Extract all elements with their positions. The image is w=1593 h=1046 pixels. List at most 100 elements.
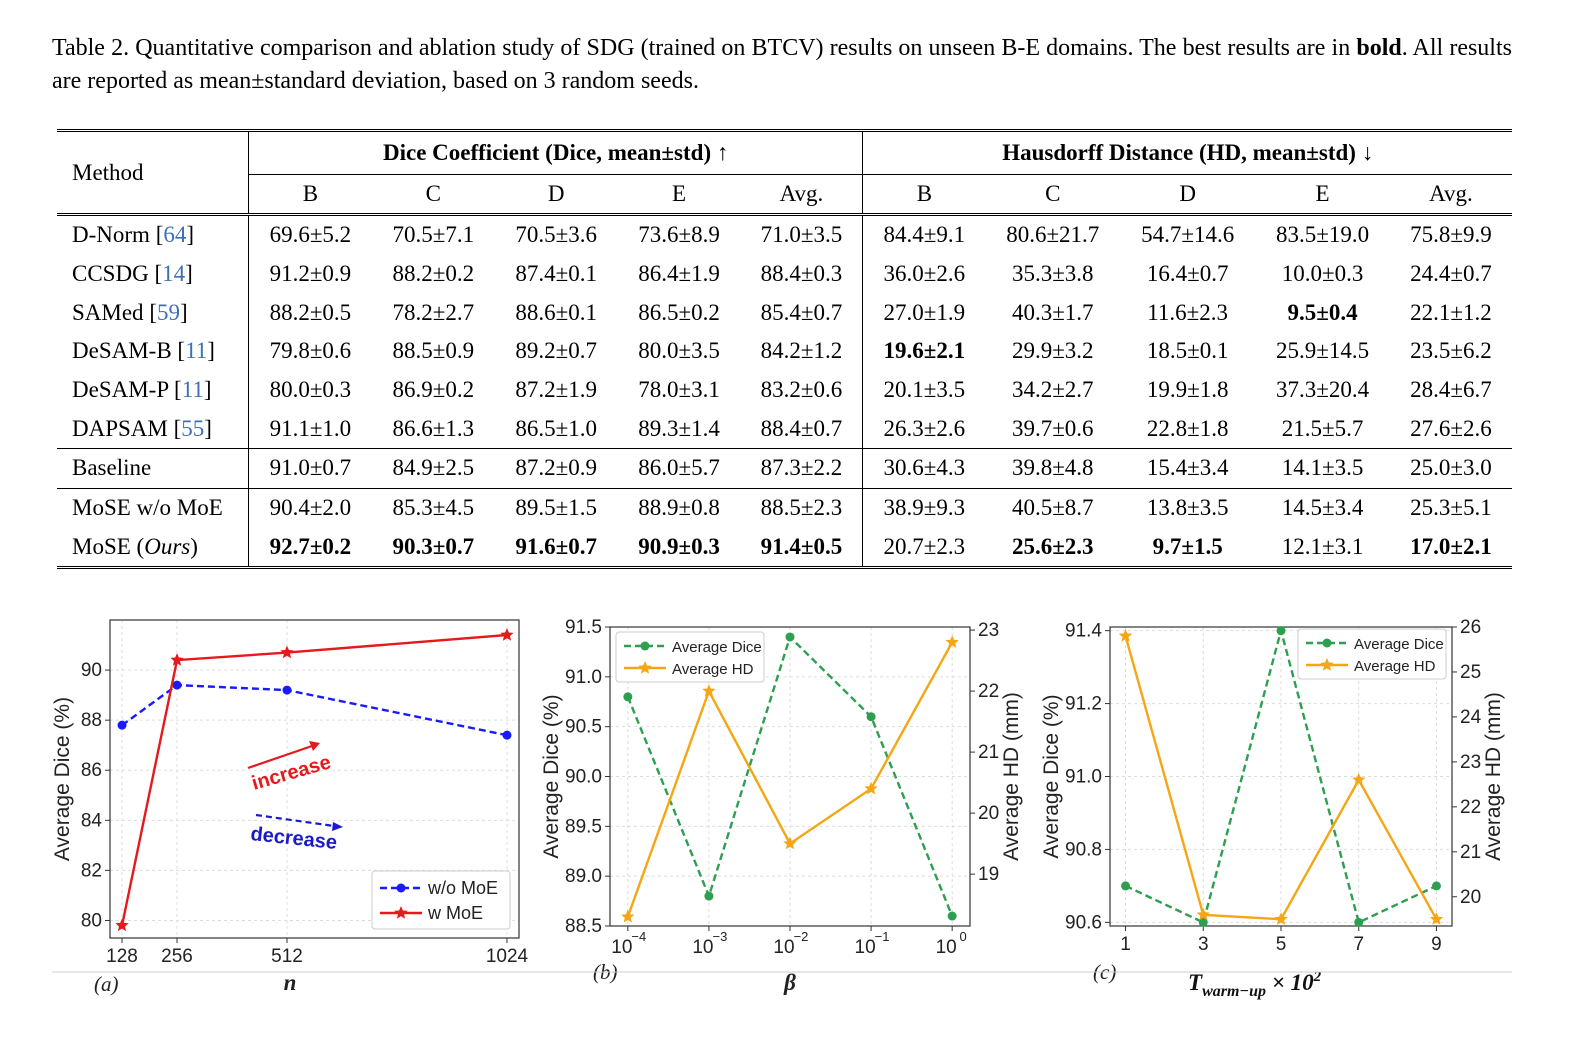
method-label: MoSE ( [72,533,145,559]
citation-link[interactable]: 11 [181,377,204,403]
table-cell: 23.5±6.2 [1410,338,1492,364]
table-cell: 27.6±2.6 [1410,415,1492,441]
table-row: CCSDG [14] 91.2±0.9 88.2±0.2 87.4±0.1 86.4±1… [57,254,1512,294]
x-tick-label: 7 [1353,934,1364,955]
y-tick-label: 90.8 [1065,839,1102,860]
y-tick-label: 91.4 [1065,621,1102,642]
series-line [121,683,508,737]
hd-header: Hausdorff Distance (HD, mean±std) ↓ [862,129,1512,175]
data-point [1429,912,1444,925]
table-cell: 30.6±4.3 [862,448,986,489]
table-cell: 90.9±0.3 [617,527,741,570]
table-cell: 14.5±3.4 [1255,487,1390,528]
table-cell: 19.9±1.8 [1146,377,1229,403]
table-cell: 40.5±8.7 [985,487,1121,528]
table-cell: 9.7±1.5 [1120,527,1256,570]
series-line [120,633,508,926]
table-cell: 90.3±0.7 [371,527,495,570]
data-point [621,909,635,923]
y-tick-label: 91.2 [1065,694,1102,715]
x-tick-exponent: 0 [960,929,967,944]
table-cell: 25.6±2.3 [985,527,1121,570]
y2-tick-label: 21 [1460,842,1481,863]
chart-panel-2: 88.5 89.0 89.5 90.0 90.5 91.0 91.5 19 20 21 22 23 10… [540,617,1023,984]
table-cell: 18.5±0.1 [1146,338,1229,364]
x-axis-label: Twarm−up × 102 [1188,969,1322,1000]
table-cell: 88.2±0.2 [392,261,475,287]
subcol-header: C [371,174,495,216]
data-point [947,911,957,921]
subcol-header: D [494,174,618,216]
table-cell: 20.1±3.5 [862,370,986,410]
subcol-header: D [1120,174,1256,216]
x-axis-label: n [284,970,297,995]
table-cell: 54.7±14.6 [1141,222,1235,248]
x-tick-exponent: −3 [713,929,728,944]
y-tick-label: 82 [81,860,102,881]
legend-box [1297,628,1447,680]
panel-label: (a) [94,972,119,996]
results-table: Method Dice Coefficient (Dice, mean±std)… [57,129,1512,570]
x-tick-label: 10 [936,937,957,958]
x-tick-label: 10 [611,937,632,958]
table-cell: 16.4±0.7 [1146,261,1229,287]
y2-tick-label: 25 [1460,662,1481,683]
table-cell: 86.9±0.2 [392,377,475,403]
subcol-header: Avg. [1389,174,1512,216]
data-point [623,692,633,702]
x-tick-label: 9 [1431,934,1442,955]
data-point [638,661,652,674]
y-tick-label: 90.6 [1065,912,1102,933]
table-cell: 28.4±6.7 [1410,377,1492,403]
data-point [1352,772,1366,786]
chart-panel-1: 80 82 84 86 88 90 128 256 512 1024 Average Dice (%… [51,619,529,996]
citation-link[interactable]: 55 [181,415,205,441]
method-name: DeSAM-P [11] [72,377,212,403]
table-cell: 36.0±2.6 [862,254,986,294]
annotation-arrow [247,744,313,770]
table-cell: 85.4±0.7 [760,299,843,325]
table-cell: 87.4±0.1 [515,261,597,287]
subcol-header: E [1255,174,1390,216]
table-cell: 91.6±0.7 [494,527,618,570]
method-name: DeSAM-B [11] [72,338,215,364]
table-cell: 80.0±3.5 [638,338,720,364]
table-row: MoSE w/o MoE 90.4±2.0 85.3±4.5 89.5±1.5 88.9… [57,487,1512,528]
table-cell: 70.5±3.6 [515,222,597,248]
table-row: D-Norm [64] 69.6±5.2 70.5±7.1 70.5±3.6 73.6±… [57,214,1512,255]
x-tick-label: 1024 [486,946,529,967]
method-name: DAPSAM [55] [72,415,212,441]
caption-bold-word: bold [1356,35,1402,61]
x-tick-exponent: −1 [875,929,890,944]
table-cell: 85.3±4.5 [371,487,495,528]
citation-link[interactable]: 14 [162,261,186,287]
plot-frame [109,619,520,939]
method-label: Baseline [72,455,152,481]
table-cell: 86.6±1.3 [392,415,475,441]
y-tick-label: 88 [81,710,102,731]
y-tick-label: 89.0 [565,866,602,887]
table-cell: 91.4±0.5 [740,527,863,570]
data-point [500,628,514,641]
citation-link[interactable]: 59 [156,299,180,325]
table-cell: 78.2±2.7 [392,299,475,325]
table-cell: 10.0±0.3 [1281,261,1364,287]
method-name: Baseline [57,448,249,489]
y2-tick-label: 23 [978,620,999,641]
table-row: Baseline 91.0±0.7 84.9±2.5 87.2±0.9 86.0±5.7… [57,448,1512,489]
x-tick-exponent: −2 [794,929,809,944]
y-tick-label: 90 [81,660,102,681]
citation-link[interactable]: 64 [163,222,187,248]
citation-link[interactable]: 11 [185,338,208,364]
legend-label: w/o MoE [427,878,498,898]
table-cell: 88.6±0.1 [515,299,597,325]
table-cell: 89.3±1.4 [638,415,720,441]
method-label-end: ) [190,533,198,559]
legend-label: w MoE [427,903,483,923]
table-row: SAMed [59] 88.2±0.5 78.2±2.7 88.6±0.1 86.5±0… [57,293,1512,333]
y2-axis-label: Average HD (mm) [1000,692,1023,861]
table-cell: 80.0±0.3 [247,370,372,410]
method-name: D-Norm [64] [72,222,195,248]
data-point [117,720,127,730]
table-cell: 17.0±2.1 [1389,527,1512,570]
